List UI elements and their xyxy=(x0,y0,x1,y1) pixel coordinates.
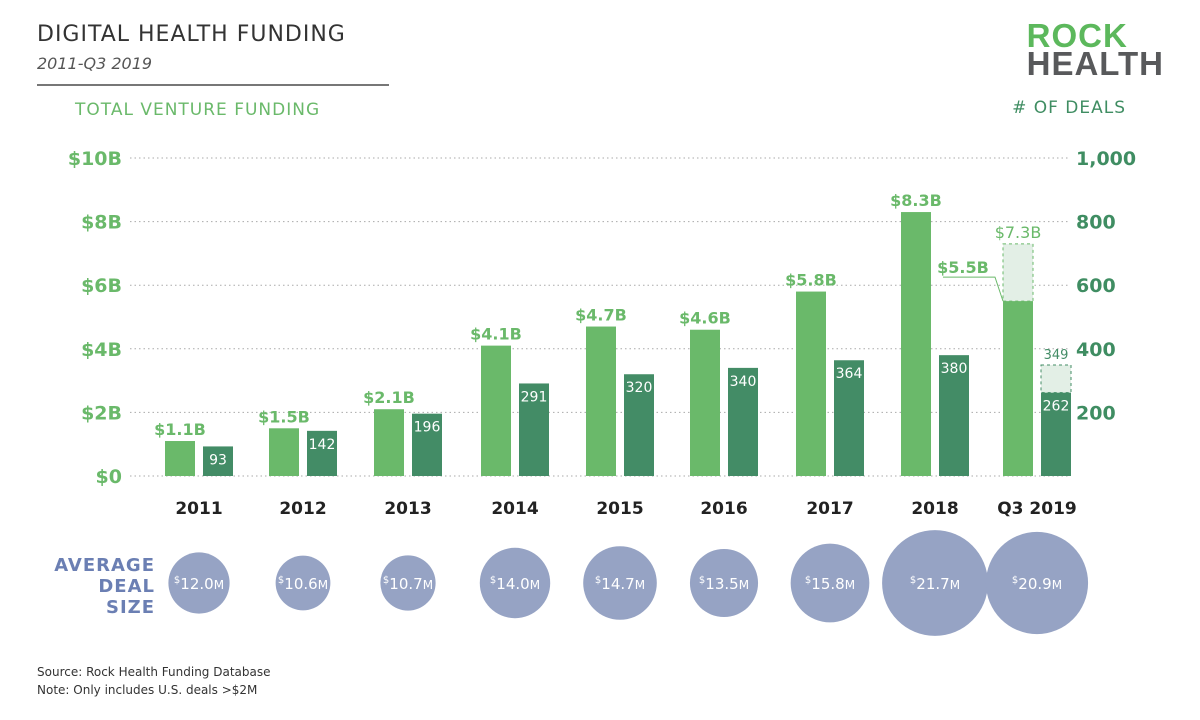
right-tick-label: 1,000 xyxy=(1076,148,1136,170)
avg-deal-bubble xyxy=(275,555,331,611)
funding-label: $1.1B xyxy=(154,420,206,439)
avg-deal-bubble xyxy=(168,552,230,614)
funding-label: $4.6B xyxy=(679,309,731,328)
deals-label: 380 xyxy=(941,361,968,377)
avg-deal-label: $12.0M xyxy=(174,575,224,593)
deals-bar xyxy=(203,446,233,476)
avg-deal-label: $14.7M xyxy=(595,575,645,593)
funding-label: $5.8B xyxy=(785,271,837,290)
left-axis-title: TOTAL VENTURE FUNDING xyxy=(75,100,321,120)
right-tick-label: 600 xyxy=(1076,275,1116,297)
funding-bar xyxy=(1003,301,1033,476)
avg-deal-bubble xyxy=(689,548,759,618)
projected-deals-bar xyxy=(1040,364,1072,394)
deals-label: 196 xyxy=(414,420,441,436)
deals-bar xyxy=(728,367,758,476)
deals-bar xyxy=(412,413,442,476)
deals-label: 320 xyxy=(626,380,653,396)
deals-bar xyxy=(1041,392,1071,476)
deals-label: 291 xyxy=(521,389,548,405)
funding-label: $1.5B xyxy=(258,407,310,426)
deals-bar xyxy=(307,430,337,476)
avg-deal-label: $14.0M xyxy=(490,575,540,593)
year-label: 2016 xyxy=(700,499,747,519)
year-label: 2011 xyxy=(175,499,222,519)
avg-deal-label: $20.9M xyxy=(1012,575,1062,593)
deals-bar xyxy=(939,355,969,476)
left-tick-label: $0 xyxy=(96,466,122,488)
logo-line2: HEALTH xyxy=(1026,45,1164,82)
projected-funding-bar xyxy=(1002,243,1034,302)
year-label: 2013 xyxy=(384,499,431,519)
avg-deal-bubble xyxy=(985,531,1089,635)
rock-health-logo: ROCK HEALTH xyxy=(1026,17,1164,82)
year-label: 2015 xyxy=(596,499,643,519)
projected-deals-label: 349 xyxy=(1044,348,1069,363)
funding-label: $4.1B xyxy=(470,325,522,344)
avg-deal-label: $10.6M xyxy=(278,575,328,593)
funding-bar xyxy=(586,326,616,476)
right-tick-label: 200 xyxy=(1076,402,1116,424)
funding-bar xyxy=(269,428,299,476)
deals-note: Note: Only includes U.S. deals >$2M xyxy=(37,683,258,697)
deals-label: 93 xyxy=(209,452,227,468)
left-tick-label: $4B xyxy=(81,339,122,361)
title-divider xyxy=(37,84,389,86)
avg-label-line: SIZE xyxy=(105,597,155,618)
funding-label: $2.1B xyxy=(363,388,415,407)
funding-label: $8.3B xyxy=(890,191,942,210)
right-tick-label: 400 xyxy=(1076,339,1116,361)
footer: Source: Rock Health Funding Database Not… xyxy=(37,663,271,699)
left-tick-label: $8B xyxy=(81,212,122,234)
avg-deal-label: $10.7M xyxy=(383,575,433,593)
source-note: Source: Rock Health Funding Database xyxy=(37,665,271,679)
deals-bar xyxy=(624,374,654,476)
average-deal-size-label: AVERAGE DEAL SIZE xyxy=(40,555,155,618)
deals-bar xyxy=(834,360,864,476)
left-tick-label: $6B xyxy=(81,275,122,297)
left-tick-label: $2B xyxy=(81,402,122,424)
chart-title: DIGITAL HEALTH FUNDING xyxy=(37,22,346,47)
funding-label: $4.7B xyxy=(575,306,627,325)
logo-line1: ROCK xyxy=(1026,17,1128,54)
avg-deal-bubble xyxy=(479,547,551,619)
projected-funding-label: $7.3B xyxy=(995,223,1042,242)
avg-label-line: DEAL xyxy=(98,576,155,597)
avg-deal-bubble xyxy=(790,543,870,623)
funding-bar xyxy=(901,212,931,476)
year-label: 2012 xyxy=(279,499,326,519)
avg-deal-bubble xyxy=(380,555,436,611)
avg-label-line: AVERAGE xyxy=(54,555,155,576)
year-label: 2017 xyxy=(806,499,853,519)
leader-line xyxy=(943,276,1004,302)
deals-label: 262 xyxy=(1043,399,1070,415)
year-label: 2014 xyxy=(491,499,538,519)
year-label: 2018 xyxy=(911,499,958,519)
deals-bar xyxy=(519,383,549,476)
funding-bar xyxy=(796,291,826,476)
right-tick-label: 800 xyxy=(1076,212,1116,234)
year-label: Q3 2019 xyxy=(997,499,1077,519)
funding-bar xyxy=(690,329,720,476)
funding-bar xyxy=(481,345,511,476)
funding-label: $5.5B xyxy=(937,258,989,277)
left-tick-label: $10B xyxy=(68,148,122,170)
avg-deal-bubble xyxy=(583,546,657,620)
chart-subtitle: 2011-Q3 2019 xyxy=(37,54,153,73)
avg-deal-bubble xyxy=(882,530,988,636)
avg-deal-label: $13.5M xyxy=(699,575,749,593)
right-axis-title: # OF DEALS xyxy=(1012,98,1126,118)
deals-label: 340 xyxy=(730,374,757,390)
avg-deal-label: $21.7M xyxy=(910,575,960,593)
deals-label: 142 xyxy=(309,437,336,453)
funding-bar xyxy=(165,441,195,476)
avg-deal-label: $15.8M xyxy=(805,575,855,593)
deals-label: 364 xyxy=(836,366,863,382)
funding-bar xyxy=(374,409,404,476)
